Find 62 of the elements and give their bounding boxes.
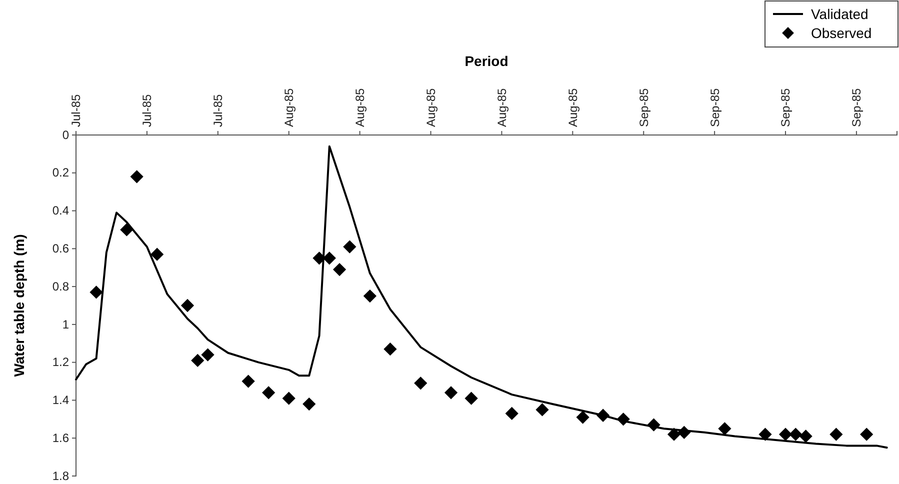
x-tick-label: Aug-85 (353, 88, 367, 127)
point (576, 410, 590, 424)
point (262, 386, 276, 400)
x-tick-label: Sep-85 (778, 88, 793, 127)
point (444, 386, 458, 400)
x-tick-label: Jul-85 (211, 94, 226, 127)
point (799, 430, 812, 443)
y-tick-label: 1.6 (52, 430, 70, 445)
point (322, 252, 336, 265)
point (312, 252, 326, 265)
y-tick-label: 0 (62, 128, 70, 142)
legend-label: Validated (811, 6, 868, 22)
point (667, 428, 681, 441)
point (180, 298, 194, 312)
x-tick-label: Aug-85 (494, 88, 509, 127)
point (343, 240, 356, 254)
point (363, 289, 377, 303)
x-tick-label: Jul-85 (69, 94, 84, 127)
y-tick-label: 0.4 (52, 204, 70, 218)
y-tick-label: 1.2 (52, 355, 70, 370)
point (647, 418, 660, 432)
point (201, 348, 214, 362)
line-series (75, 145, 888, 449)
point (505, 406, 518, 420)
point (191, 354, 204, 368)
point (414, 376, 428, 390)
x-tick-label: Sep-85 (708, 88, 722, 127)
x-axis-title: Period (464, 53, 508, 69)
legend-label: Observed (811, 24, 872, 41)
point (130, 170, 144, 184)
point (464, 392, 478, 405)
y-tick-label: 1.4 (52, 393, 70, 408)
point (384, 342, 397, 356)
point (150, 248, 164, 261)
point (282, 392, 296, 405)
x-tick-label: Sep-85 (636, 88, 651, 127)
y-tick-label: 1.8 (52, 468, 70, 483)
x-tick-label: Sep-85 (850, 88, 864, 127)
point (778, 428, 792, 441)
point (860, 428, 874, 441)
x-tick-label: Aug-85 (566, 88, 580, 127)
y-axis-title: Water table depth (m) (11, 234, 27, 377)
y-tick-label: 0.2 (52, 166, 70, 180)
x-tick-label: Aug-85 (424, 88, 438, 127)
x-tick-label: Jul-85 (140, 94, 154, 127)
y-tick-label: 0.6 (52, 242, 70, 256)
point (120, 223, 134, 236)
point (789, 428, 802, 441)
point (718, 422, 732, 436)
point (678, 426, 691, 439)
point (830, 428, 843, 441)
point (616, 412, 630, 426)
point (90, 286, 103, 299)
point (536, 403, 549, 416)
y-tick-label: 1 (62, 317, 70, 332)
point (596, 408, 610, 422)
x-tick-label: Aug-85 (282, 88, 296, 127)
point (302, 397, 316, 411)
point (242, 374, 255, 388)
point (332, 262, 346, 276)
point (758, 428, 772, 441)
y-tick-label: 0.8 (52, 279, 70, 294)
